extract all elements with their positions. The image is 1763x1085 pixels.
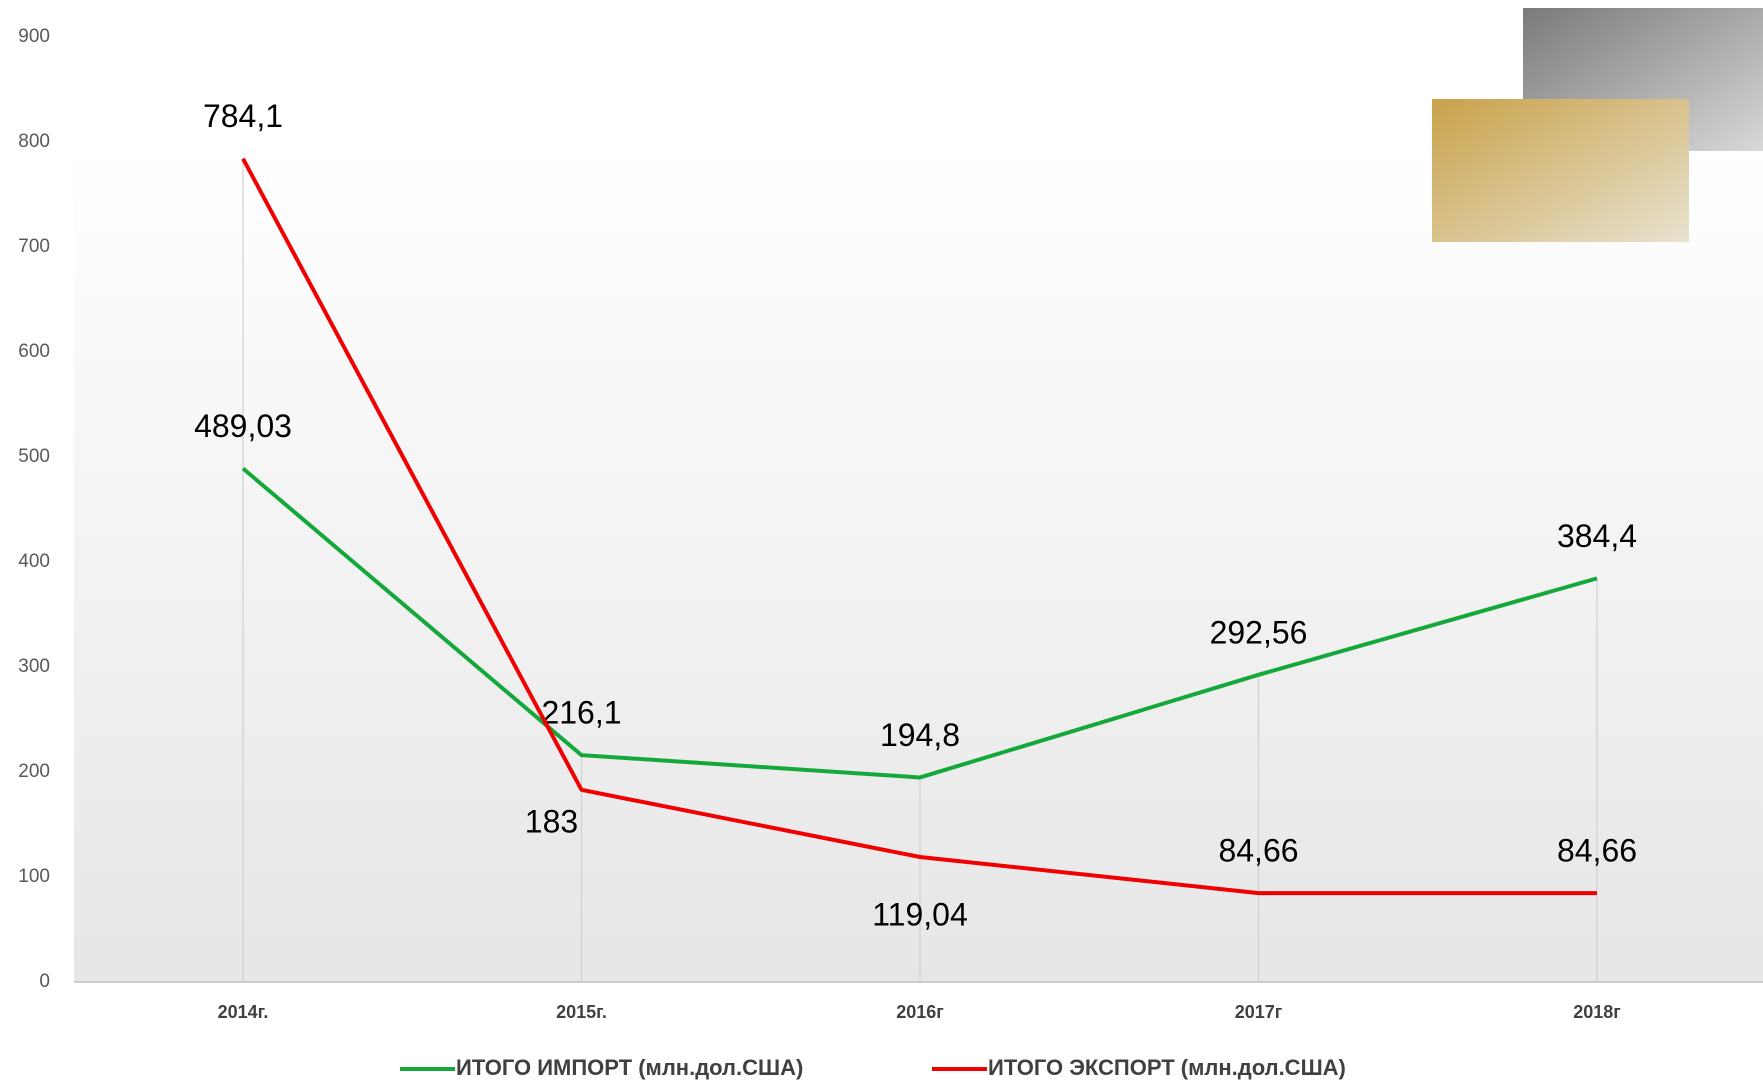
legend-label: ИТОГО ЭКСПОРТ (млн.дол.США)	[988, 1055, 1346, 1080]
series-line	[241, 466, 1598, 780]
x-tick-label: 2015г.	[556, 1002, 607, 1022]
data-label: 292,56	[1210, 614, 1308, 650]
y-tick-label: 300	[18, 656, 50, 677]
y-tick-label: 800	[18, 131, 50, 152]
x-tick-label: 2016г	[896, 1002, 944, 1022]
y-tick-label: 0	[39, 971, 50, 992]
y-tick-label: 600	[18, 341, 50, 362]
data-label: 384,4	[1557, 518, 1637, 554]
data-label: 784,1	[203, 98, 283, 134]
x-tick-label: 2014г.	[218, 1002, 269, 1022]
y-tick-label: 100	[18, 866, 50, 887]
y-tick-label: 200	[18, 761, 50, 782]
data-label: 194,8	[880, 717, 960, 753]
data-label: 183	[525, 803, 578, 839]
data-label: 489,03	[194, 408, 292, 444]
legend-label: ИТОГО ИМПОРТ (млн.дол.США)	[456, 1055, 803, 1080]
legend: ИТОГО ИМПОРТ (млн.дол.США) ИТОГО ЭКСПОРТ …	[400, 1055, 1346, 1080]
decor-image	[1432, 99, 1689, 242]
series-line	[241, 157, 1597, 896]
y-tick-label: 500	[18, 446, 50, 467]
x-tick-label: 2017г	[1235, 1002, 1283, 1022]
data-label: 119,04	[872, 896, 968, 932]
y-tick-label: 900	[18, 26, 50, 47]
y-tick-label: 400	[18, 551, 50, 572]
x-tick-label: 2018г	[1573, 1002, 1621, 1022]
y-tick-label: 700	[18, 236, 50, 257]
data-label: 84,66	[1557, 833, 1637, 869]
data-label: 216,1	[541, 695, 621, 731]
data-label: 84,66	[1218, 833, 1298, 869]
